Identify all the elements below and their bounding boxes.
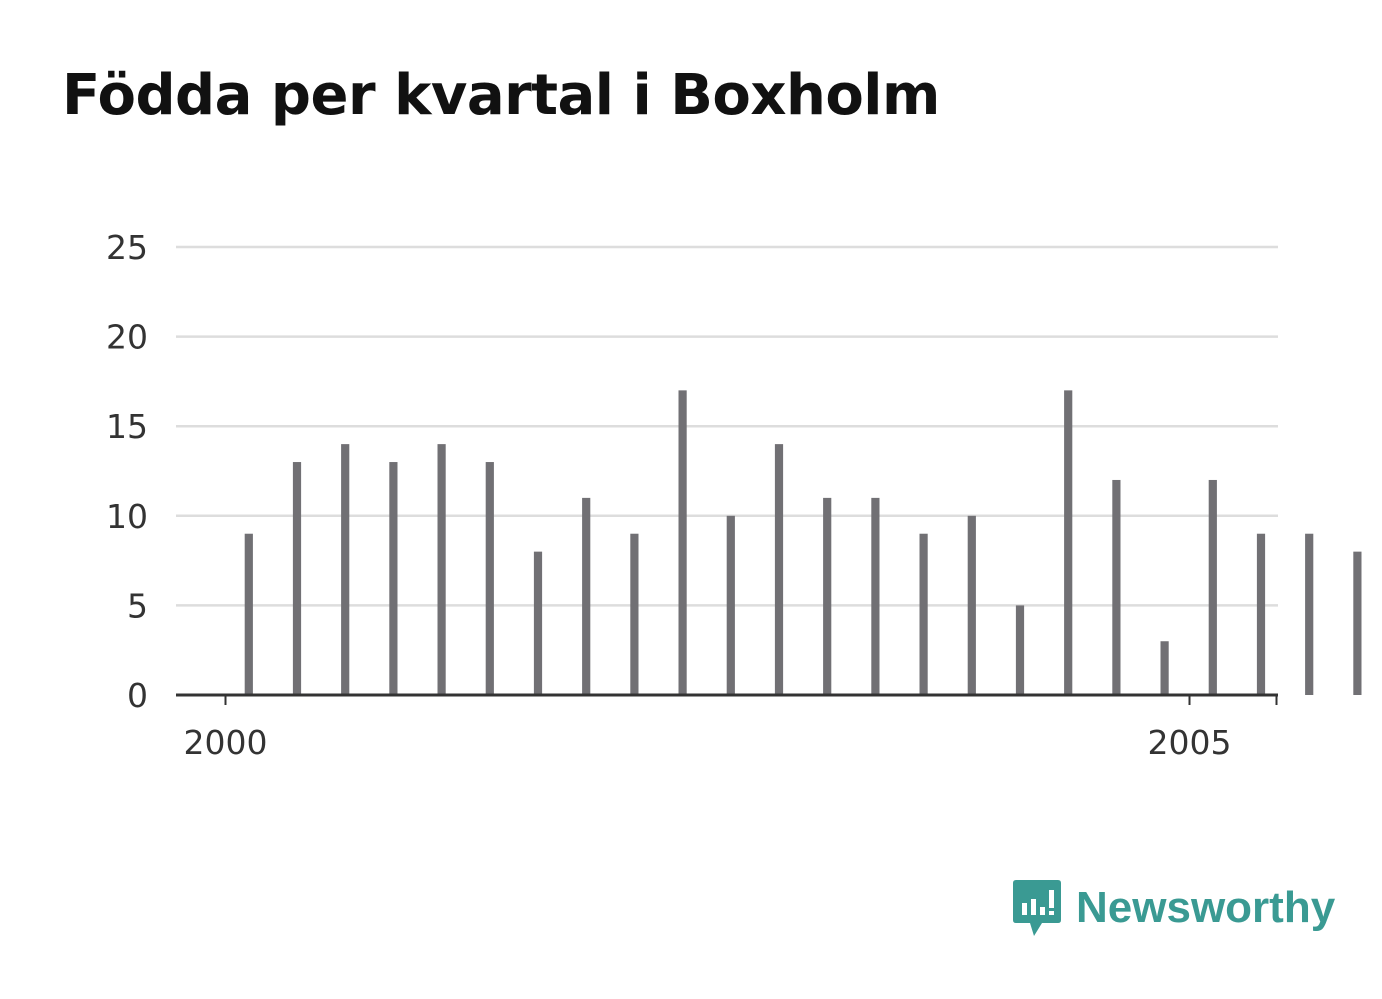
bar [919, 533, 928, 695]
bar [1256, 533, 1266, 695]
bars [244, 390, 1362, 695]
y-tick-label: 5 [127, 586, 148, 625]
y-tick-label: 25 [106, 228, 148, 267]
x-axis: 200020052010201520202025 [176, 693, 1278, 762]
bar [1305, 533, 1314, 695]
bar [726, 515, 735, 695]
brand-logo: Newsworthy [1012, 878, 1335, 938]
bar [1160, 641, 1169, 695]
bar [678, 390, 687, 695]
y-tick-label: 10 [106, 497, 148, 536]
y-axis: 0 5 10 15 20 25 [106, 228, 148, 715]
bar [533, 551, 543, 695]
bar [1353, 551, 1362, 695]
bar [244, 533, 253, 695]
bar [341, 444, 350, 695]
bar [1112, 479, 1121, 695]
y-tick-label: 0 [127, 676, 148, 715]
bar [1064, 390, 1073, 695]
bar [437, 444, 446, 695]
brand-name: Newsworthy [1076, 883, 1336, 932]
y-tick-label: 20 [106, 318, 148, 357]
bar [389, 462, 398, 695]
x-tick-label: 2005 [1148, 723, 1232, 762]
bar [871, 497, 880, 695]
y-tick-label: 15 [106, 407, 148, 446]
bar [485, 462, 494, 695]
bar [292, 462, 302, 695]
bar [967, 515, 976, 695]
bar [630, 533, 639, 695]
bar [582, 497, 591, 695]
newsworthy-logo-icon [1013, 880, 1061, 936]
x-tick-label: 2000 [184, 723, 268, 762]
bar [1015, 605, 1025, 695]
bar [1208, 479, 1217, 695]
bar [774, 444, 784, 695]
chart-title: Födda per kvartal i Boxholm [62, 63, 940, 128]
bar [823, 497, 832, 695]
